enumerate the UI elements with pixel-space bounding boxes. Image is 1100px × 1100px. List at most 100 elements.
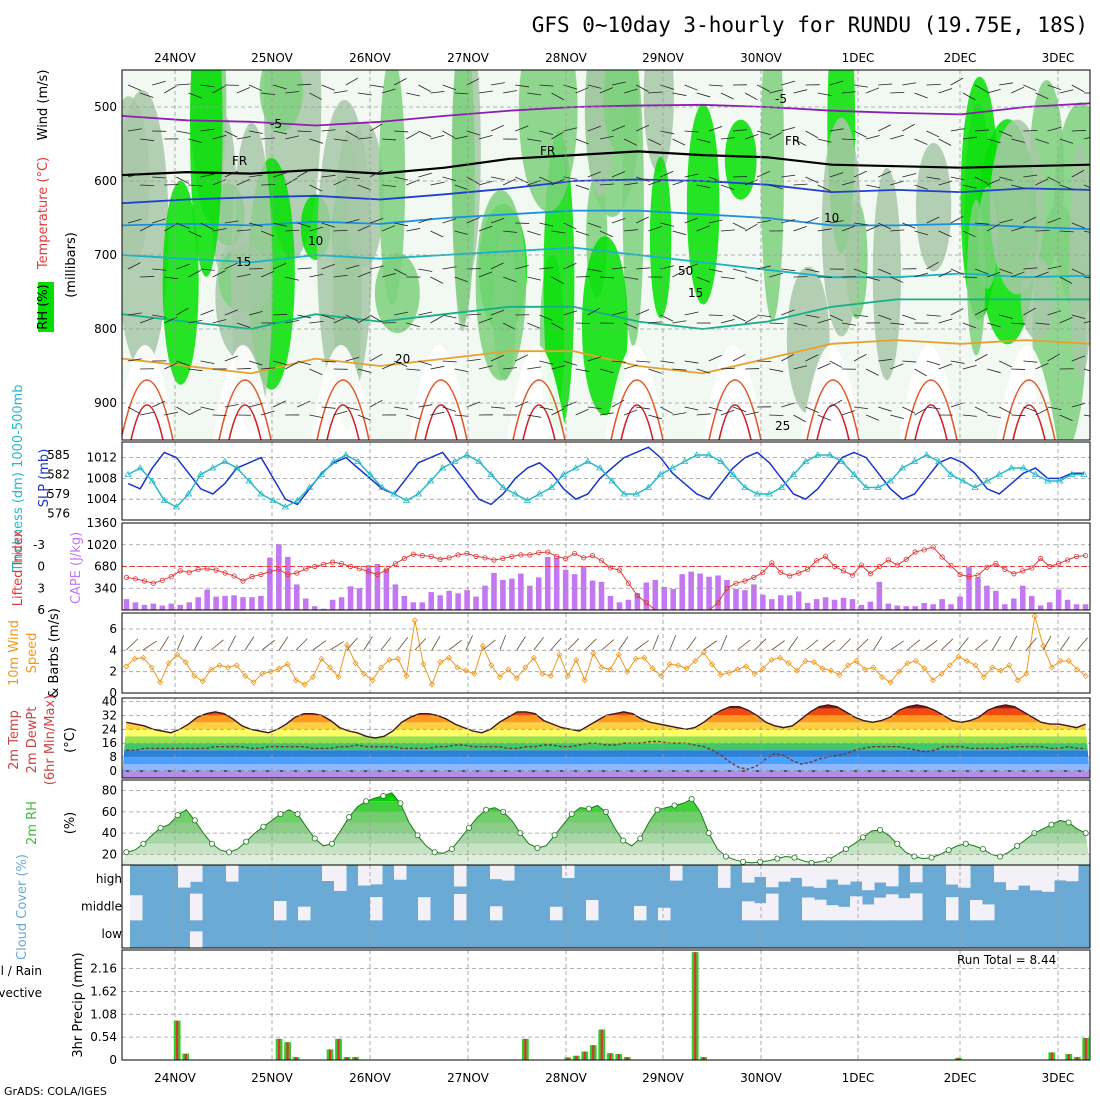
wind-point [403,672,410,679]
wind-barb [285,319,300,324]
wind-barb [406,131,419,140]
isotherm-warm-loop [610,379,664,440]
cloud-clear-cell [874,897,887,921]
rh-moist-region [821,117,861,337]
lifted-point [231,573,237,579]
precip-convective-bar [277,1038,281,1060]
rh-tick-40: 40 [102,826,117,840]
wind-barb [285,229,300,232]
wind-barb [200,222,214,230]
wind-barb [236,136,251,140]
rh-tick-60: 60 [102,805,117,819]
cloud-clear-cell [190,865,203,882]
wind-barb [878,124,891,132]
cloud-clear-cell [322,865,335,881]
wind-barb [720,184,735,191]
cape-bar [867,601,874,610]
wind-point [462,667,469,674]
contour-label-15: 15 [236,255,251,269]
rh-point [791,854,798,861]
wind-barb [200,268,215,271]
wind-barb [962,92,976,101]
cloud-clear-cell [946,865,959,885]
wind-barb [938,230,952,238]
wind-barb [454,230,469,236]
wind-barb [224,404,239,408]
wind-barb [478,271,493,278]
wind-barb [757,170,771,178]
wind-point [267,668,274,675]
wind-barb [805,354,819,362]
precip-convective-bar [600,1029,603,1060]
wind-barb [200,406,215,411]
wind-barb [781,126,796,132]
wind-barb [793,183,808,186]
cloud-clear-cell [226,865,239,882]
wind-barb [902,222,916,229]
wind-barb [152,218,166,224]
wind-point [675,662,682,669]
wind-barb [769,132,782,140]
wind-barb [236,273,251,278]
thickness-point [233,464,241,471]
lifted-point [356,566,363,572]
cape-bar [1019,585,1026,610]
wind-barb [430,90,445,94]
wind-barb [551,365,566,370]
wind-barb [369,314,383,323]
lifted-point [921,547,927,553]
lifted-point [482,555,488,561]
wind-barb [829,399,843,408]
wind-point [386,656,393,663]
thickness-point [559,470,568,477]
wind-tick-4: 4 [109,643,117,657]
rh-point [928,854,935,861]
surface-wind-barb [873,636,883,651]
rh-point [431,849,438,856]
bottom-date-label-27NOV: 27NOV [447,1071,489,1085]
temperature-legend-label: Temperature (°C) [36,157,51,270]
lifted-point [365,568,372,575]
thickness-point [910,457,919,464]
wind-barb [865,368,879,376]
wind-barb [890,180,904,186]
cape-bar [939,599,945,610]
thickness-point [632,490,640,497]
cloud-clear-cell [1054,865,1067,881]
precip-convective-bar [694,952,697,1060]
wind-barb [1011,226,1025,232]
wind-barb [660,360,675,364]
wind-barb [720,409,735,416]
surface-wind-barb [1059,636,1070,651]
rh-moist-region [1069,143,1090,380]
wind-barb [188,230,202,238]
wind-barb [793,89,808,94]
wind-barb [381,88,396,94]
wind-barb [273,400,286,408]
surface-wind-barb [805,639,819,651]
wind-point [743,663,750,670]
rh-moist-region [649,156,672,319]
cloud-clear-cell [586,899,599,921]
wind-barb [986,138,1001,144]
wind-point [692,657,699,665]
thickness-point [245,477,253,484]
wind-barb [974,129,989,132]
thickness-point [826,451,834,458]
wind-point [632,655,639,662]
wind-barb [442,360,457,363]
wind-barb [793,138,807,146]
wind-point [250,679,257,686]
wind-barb [527,138,542,142]
thickness-point [680,457,689,464]
wind-barb [974,354,988,362]
wind-barb [515,401,529,408]
wind-barb [587,171,601,178]
wind-barb [539,314,553,321]
cape-bar [240,597,246,610]
cape-bar [213,596,219,610]
wind-point [726,669,733,676]
wind-barb [1035,178,1049,186]
